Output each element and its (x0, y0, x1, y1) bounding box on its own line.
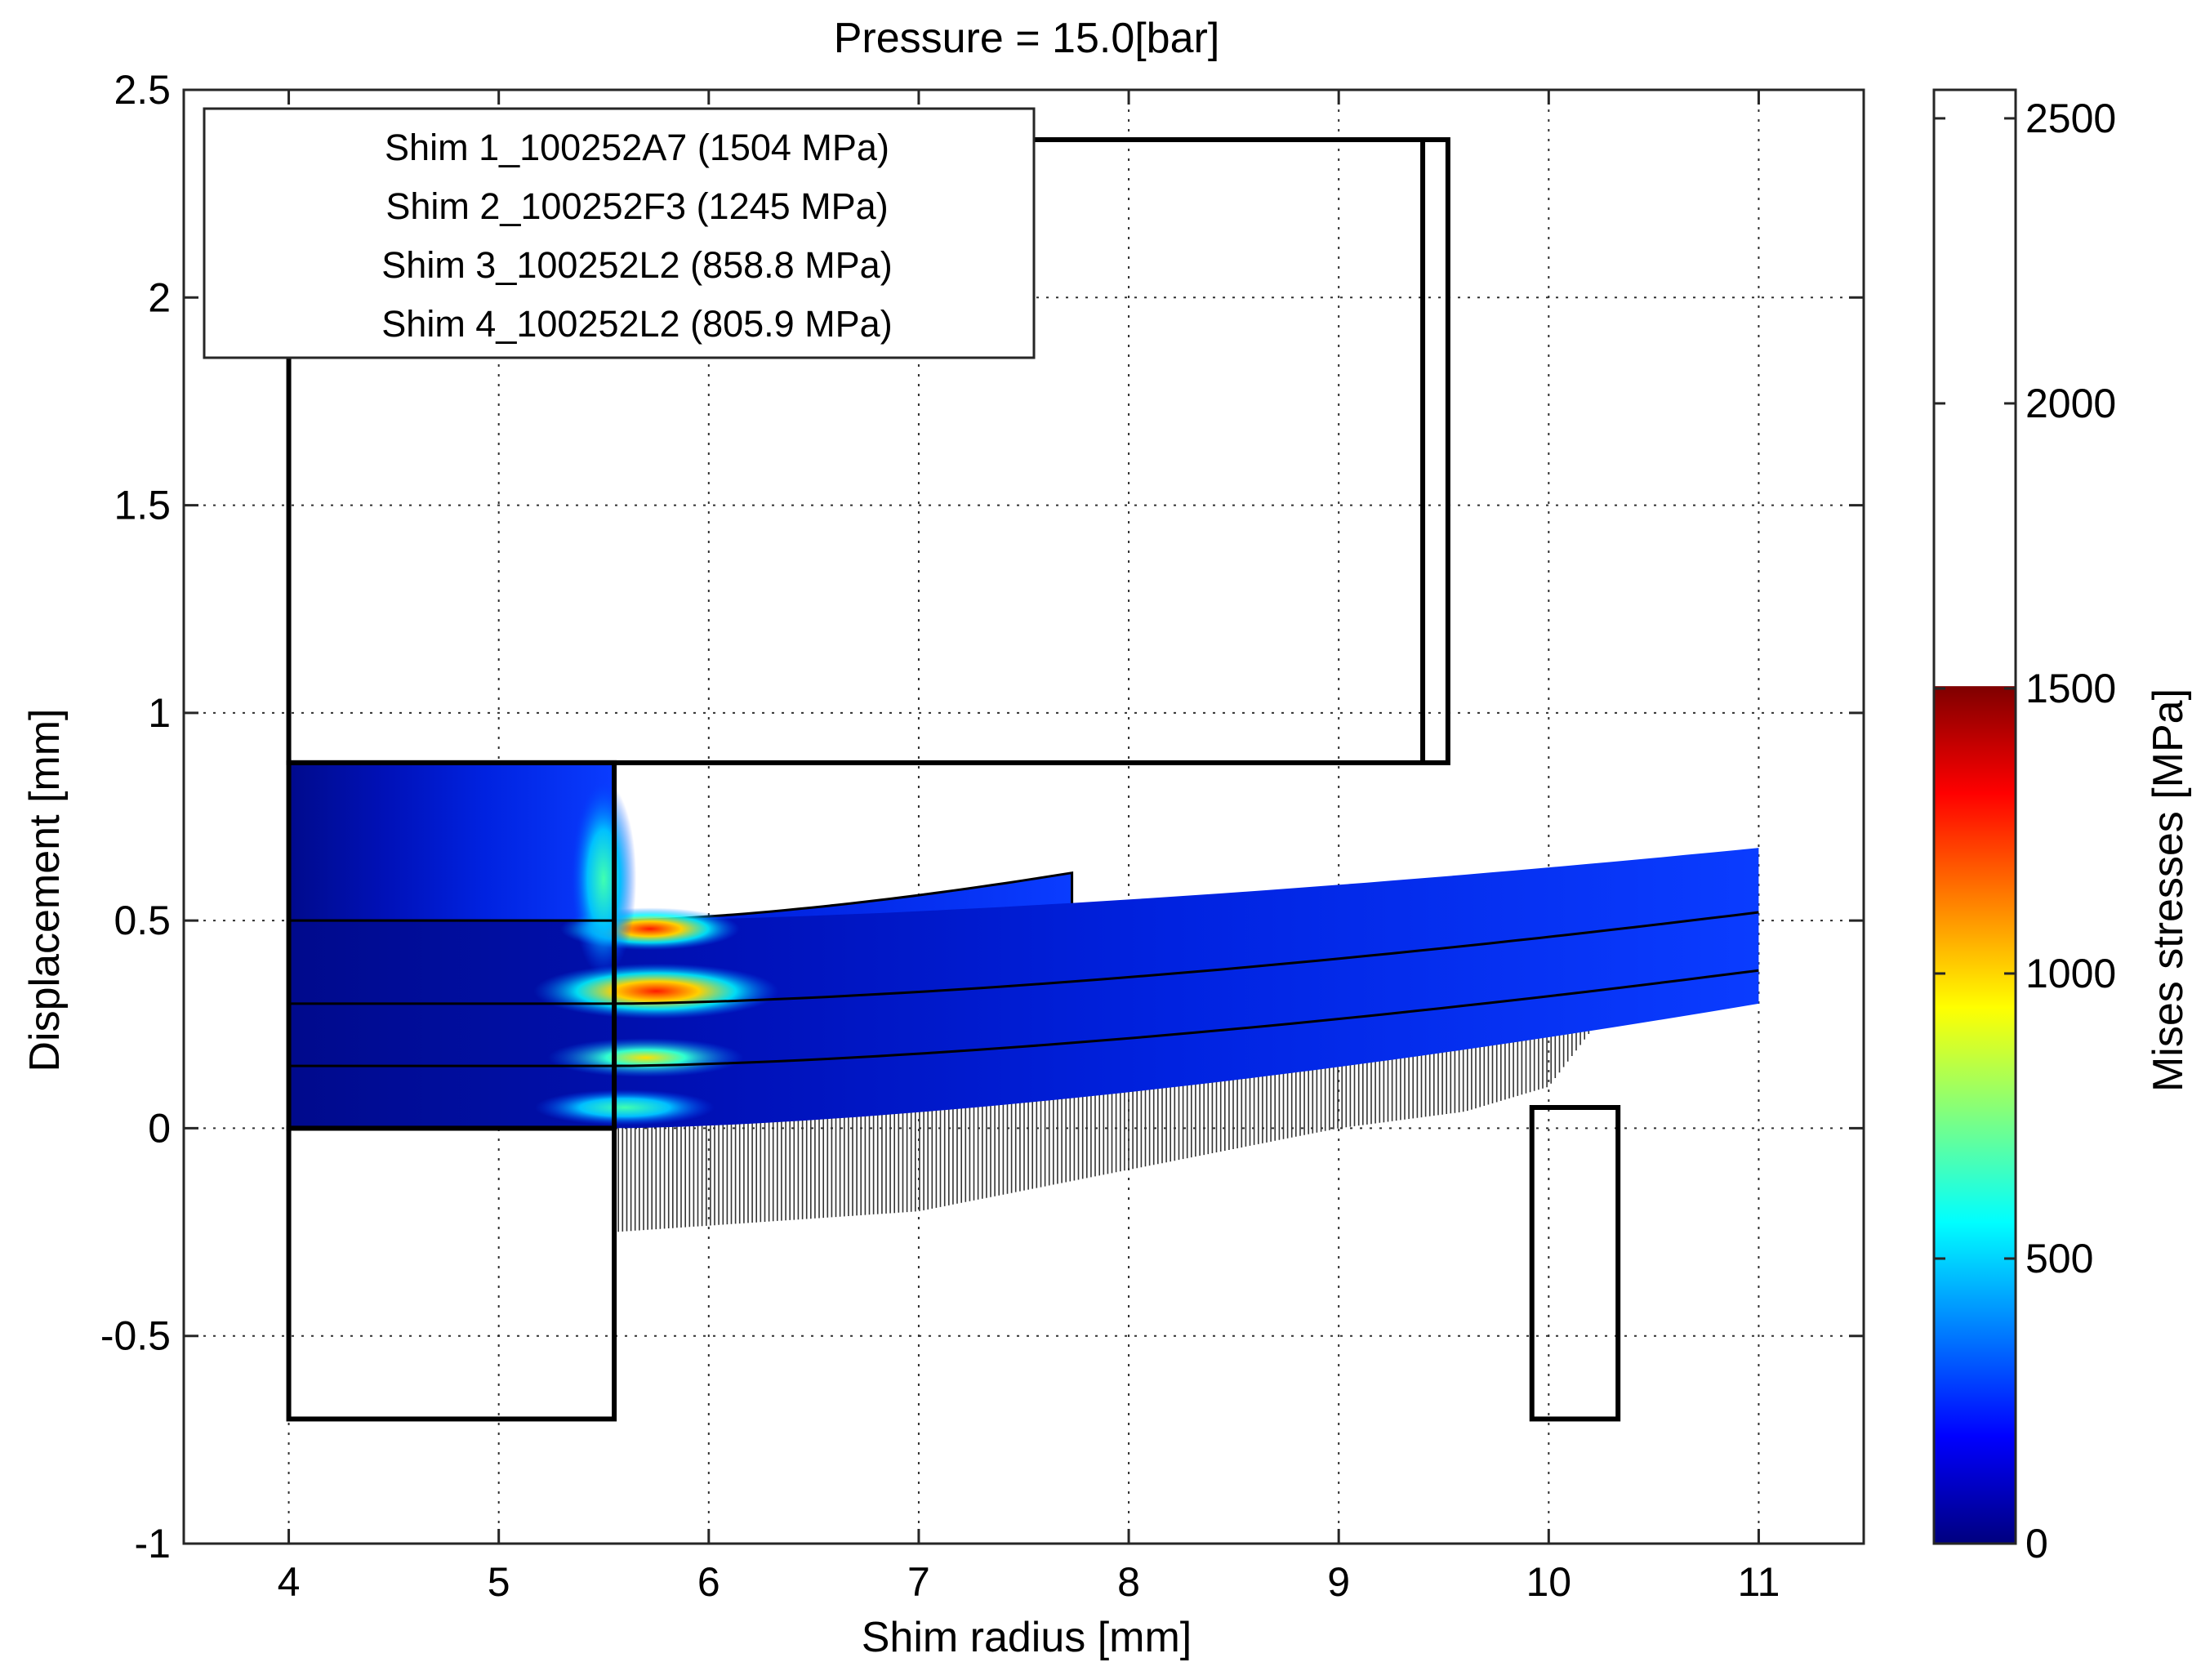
x-axis-label: Shim radius [mm] (862, 1614, 1192, 1661)
x-tick-label: 6 (697, 1559, 720, 1605)
y-tick-label: -1 (135, 1521, 171, 1566)
plot-frame (182, 88, 1865, 1545)
stress-hotspot-shim-4 (534, 1090, 715, 1125)
colorbar-tick-label: 0 (2025, 1521, 2048, 1566)
colorbar-tick-label: 1500 (2025, 666, 2116, 711)
y-tick-label: 2 (148, 274, 171, 320)
legend-entry-4: Shim 4_100252L2 (805.9 MPa) (381, 303, 892, 345)
legend-entry-2: Shim 2_100252F3 (1245 MPa) (385, 185, 888, 227)
y-tick-label: 1.5 (114, 483, 171, 528)
interface-line-3-4 (288, 969, 1759, 1067)
y-tick-label: 2.5 (114, 67, 171, 113)
x-tick-label: 5 (488, 1559, 510, 1605)
colorbar-tick-label: 1000 (2025, 951, 2116, 996)
x-tick-label: 9 (1327, 1559, 1350, 1605)
stress-hotspot-shim-2 (533, 963, 779, 1019)
colorbar-tick-label: 2000 (2025, 381, 2116, 426)
x-tick-label: 11 (1737, 1559, 1780, 1605)
colorbar-ticks: 0 500 1000 1500 2000 2500 (1934, 96, 2116, 1566)
shim-stack (288, 762, 1759, 1129)
stress-hotspot-shim-3 (547, 1037, 744, 1077)
shim-4-body (288, 962, 1759, 1129)
outer-support-ring (1529, 1105, 1621, 1422)
y-axis: -1 -0.5 0 0.5 1 1.5 2 2.5 (100, 67, 1864, 1566)
legend-entry-3: Shim 3_100252L2 (858.8 MPa) (381, 244, 892, 286)
y-tick-label: 0 (148, 1105, 171, 1151)
x-tick-label: 8 (1117, 1559, 1140, 1605)
chart-title: Pressure = 15.0[bar] (834, 15, 1220, 62)
y-tick-label: 1 (148, 690, 171, 736)
colorbar-tick-label: 2500 (2025, 96, 2116, 141)
interface-line-2-3 (288, 911, 1759, 1005)
colorbar: 0 500 1000 1500 2000 2500 Mises stresses [MPa… (1932, 88, 2192, 1566)
stress-hotspot-spacer (571, 781, 637, 978)
x-tick-label: 4 (278, 1559, 301, 1605)
shim-3-body (288, 912, 1759, 1067)
colorbar-tick-label: 500 (2025, 1236, 2093, 1281)
y-tick-label: 0.5 (114, 898, 171, 943)
x-axis: 4 5 6 7 8 9 10 11 (278, 90, 1780, 1605)
legend-frame (203, 107, 1036, 359)
y-axis-label: Displacement [mm] (21, 709, 69, 1072)
x-tick-label: 7 (907, 1559, 930, 1605)
legend-box: Shim 1_100252A7 (1504 MPa) Shim 2_100252… (203, 107, 1036, 359)
colorbar-frame (1932, 88, 2017, 1545)
legend-entry-1: Shim 1_100252A7 (1504 MPa) (385, 127, 889, 168)
colorbar-label: Mises stresses [MPa] (2145, 688, 2192, 1092)
clamp-spacer-outline (286, 760, 617, 1131)
colorbar-gradient (1934, 686, 2016, 1544)
spacer-stress-field (288, 762, 615, 921)
x-tick-label: 10 (1526, 1559, 1572, 1605)
y-tick-label: -0.5 (100, 1313, 171, 1359)
